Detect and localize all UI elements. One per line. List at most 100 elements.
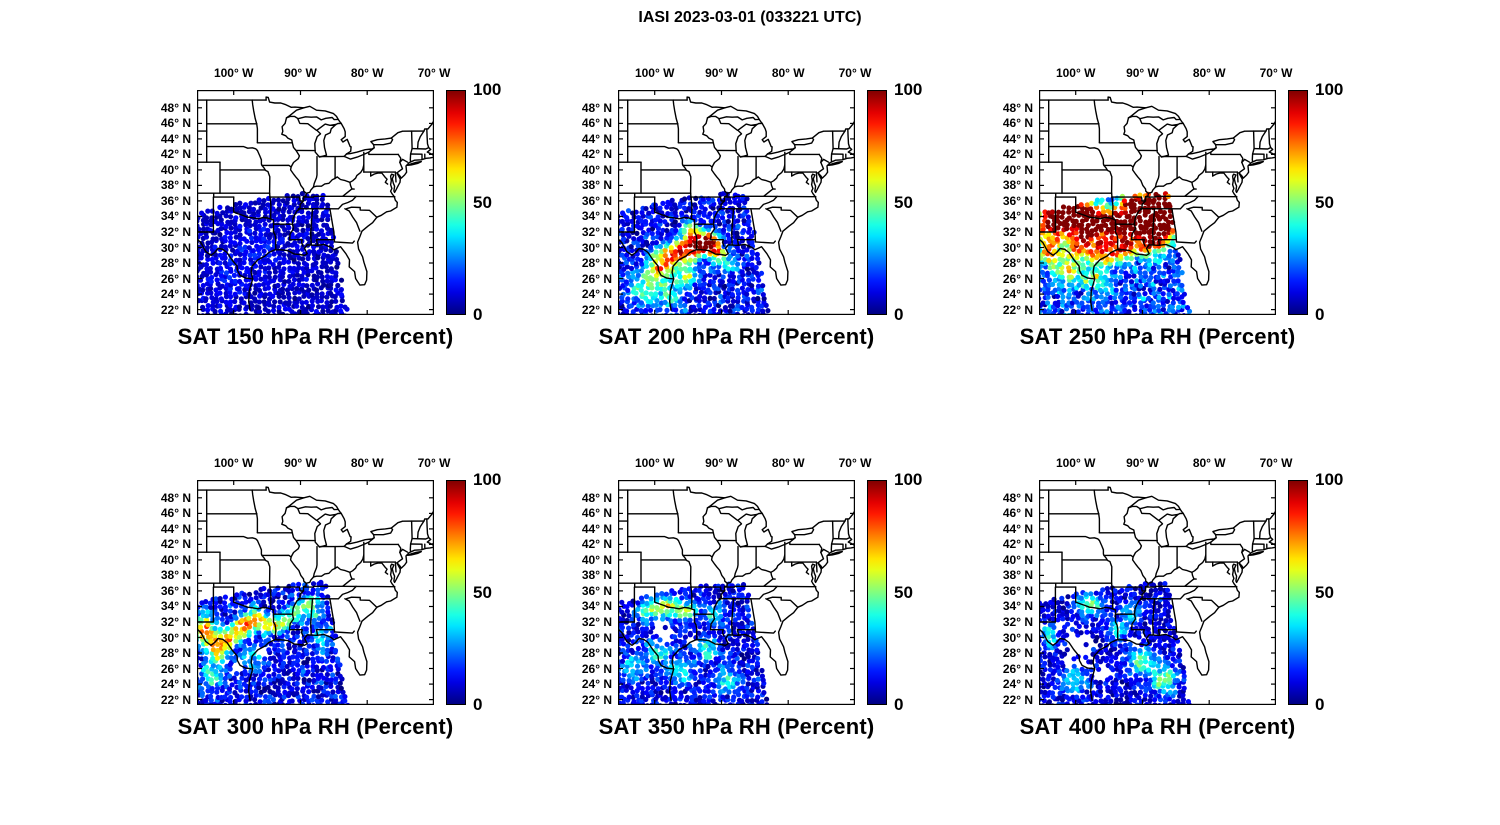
lat-tick-label: 48° N (581, 490, 612, 505)
colorbar-tick-label: 50 (473, 192, 492, 212)
map-frame (618, 90, 855, 315)
figure-title: IASI 2023-03-01 (033221 UTC) (638, 9, 862, 26)
lat-tick-label: 28° N (160, 256, 191, 271)
lat-tick-label: 28° N (581, 256, 612, 271)
lat-tick-label: 34° N (581, 599, 612, 614)
lat-tick-label: 48° N (581, 100, 612, 115)
lat-tick-label: 40° N (581, 552, 612, 567)
lat-tick-label: 26° N (581, 271, 612, 286)
lat-tick-label: 46° N (1002, 116, 1033, 131)
lat-tick-label: 26° N (160, 661, 191, 676)
lat-tick-label: 22° N (1002, 302, 1033, 317)
lat-tick-label: 26° N (1002, 661, 1033, 676)
lat-tick-label: 48° N (160, 490, 191, 505)
lat-tick-label: 48° N (1002, 490, 1033, 505)
map-frame (197, 90, 434, 315)
lon-tick-label: 80° W (1192, 66, 1226, 80)
lon-tick-label: 80° W (771, 456, 805, 470)
lat-tick-label: 22° N (581, 692, 612, 707)
colorbar-tick-label: 0 (894, 305, 904, 324)
lat-tick-label: 22° N (160, 302, 191, 317)
scatter-points (1039, 581, 1192, 705)
colorbar-tick-label: 50 (894, 192, 913, 212)
lat-tick-label: 38° N (581, 178, 612, 193)
lat-tick-label: 46° N (581, 506, 612, 521)
lat-tick-label: 28° N (1002, 256, 1033, 271)
lon-tick-label: 100° W (1055, 456, 1096, 470)
lat-tick-label: 22° N (1002, 692, 1033, 707)
lat-tick-label: 30° N (581, 630, 612, 645)
lat-tick-label: 24° N (581, 287, 612, 302)
lat-tick-label: 42° N (581, 537, 612, 552)
state-borders (1039, 96, 1276, 312)
scatter-points (618, 191, 771, 315)
lat-tick-label: 28° N (160, 646, 191, 661)
lon-tick-label: 90° W (284, 66, 317, 80)
lon-tick-label: 80° W (1192, 456, 1226, 470)
colorbar-tick-label: 0 (1315, 695, 1325, 714)
state-borders (618, 96, 855, 312)
lat-tick-label: 32° N (1002, 224, 1033, 239)
lat-tick-label: 38° N (160, 178, 191, 193)
lat-tick-label: 26° N (581, 661, 612, 676)
lat-tick-label: 44° N (1002, 521, 1033, 536)
map-plot-150hpa (197, 90, 434, 315)
lat-tick-label: 32° N (581, 224, 612, 239)
lon-tick-label: 70° W (1259, 66, 1293, 80)
lon-tick-label: 100° W (213, 456, 254, 470)
colorbar (446, 90, 466, 315)
lat-tick-label: 36° N (581, 583, 612, 598)
map-plot-300hpa (197, 480, 434, 705)
lat-tick-label: 28° N (581, 646, 612, 661)
lat-tick-label: 46° N (581, 116, 612, 131)
lat-tick-label: 36° N (581, 193, 612, 208)
lat-tick-label: 40° N (581, 162, 612, 177)
lon-tick-label: 90° W (1126, 456, 1159, 470)
lat-tick-label: 30° N (1002, 630, 1033, 645)
lat-tick-label: 32° N (1002, 614, 1033, 629)
lat-tick-label: 38° N (1002, 568, 1033, 583)
lat-tick-label: 40° N (160, 162, 191, 177)
state-borders (1039, 486, 1276, 702)
scatter-points (618, 581, 770, 705)
lat-tick-label: 32° N (160, 614, 191, 629)
lon-tick-label: 90° W (1126, 66, 1159, 80)
lat-tick-label: 42° N (1002, 537, 1033, 552)
lat-tick-label: 38° N (1002, 178, 1033, 193)
lat-tick-label: 26° N (1002, 271, 1033, 286)
lat-tick-label: 34° N (581, 209, 612, 224)
colorbar-tick-label: 100 (894, 80, 923, 99)
lon-tick-label: 100° W (1055, 66, 1096, 80)
lat-tick-label: 24° N (160, 287, 191, 302)
colorbar (1288, 90, 1308, 315)
lat-tick-label: 22° N (160, 692, 191, 707)
lat-tick-label: 32° N (581, 614, 612, 629)
lon-tick-label: 70° W (1259, 456, 1293, 470)
lat-tick-label: 38° N (160, 568, 191, 583)
map-frame (197, 480, 434, 705)
map-frame (1039, 480, 1276, 705)
state-borders (197, 96, 434, 312)
colorbar (867, 90, 887, 315)
lat-tick-label: 44° N (581, 521, 612, 536)
colorbar-tick-label: 0 (473, 695, 483, 714)
lat-tick-label: 44° N (160, 131, 191, 146)
lon-tick-label: 70° W (838, 66, 872, 80)
lat-tick-label: 24° N (1002, 677, 1033, 692)
lat-tick-label: 34° N (1002, 209, 1033, 224)
lon-tick-label: 90° W (284, 456, 317, 470)
panel-title: SAT 300 hPa RH (Percent) (177, 714, 454, 739)
lat-tick-label: 42° N (581, 147, 612, 162)
lon-tick-label: 90° W (705, 456, 738, 470)
colorbar-tick-label: 100 (473, 80, 502, 99)
lat-tick-label: 40° N (1002, 162, 1033, 177)
colorbar-tick-label: 50 (1315, 582, 1334, 602)
lat-tick-label: 46° N (160, 116, 191, 131)
panel-title: SAT 250 hPa RH (Percent) (1019, 324, 1296, 349)
lat-tick-label: 44° N (581, 131, 612, 146)
colorbar-tick-label: 100 (1315, 470, 1344, 489)
colorbar (867, 480, 887, 705)
lon-tick-label: 70° W (838, 456, 872, 470)
panel-title: SAT 400 hPa RH (Percent) (1019, 714, 1296, 739)
colorbar-tick-label: 0 (894, 695, 904, 714)
